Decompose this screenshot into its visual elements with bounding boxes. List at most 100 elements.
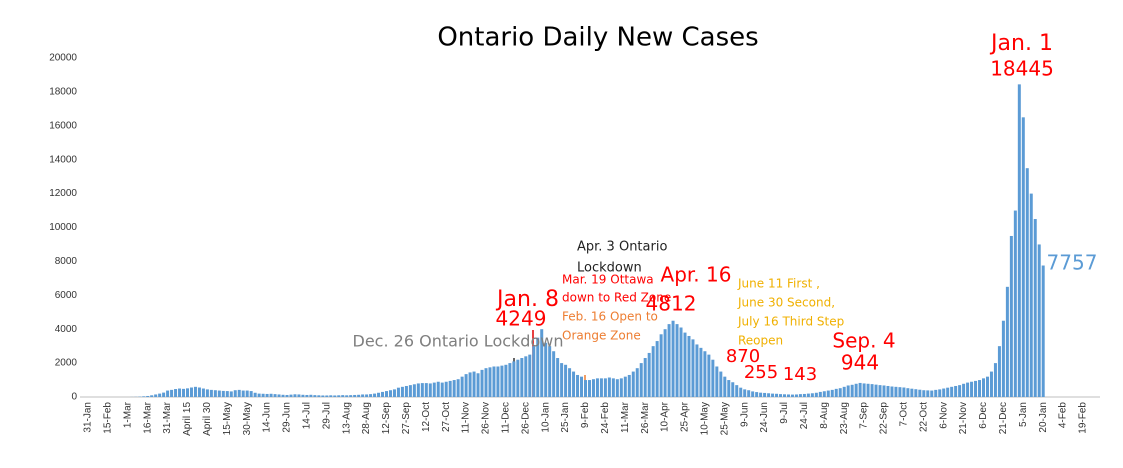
bar xyxy=(500,365,504,397)
x-tick-label: 19-Feb xyxy=(1078,402,1089,434)
x-tick-label: 31-Mar xyxy=(162,401,173,433)
bar xyxy=(377,392,381,397)
x-tick-label: 9-Jun xyxy=(739,402,750,427)
bar xyxy=(317,395,321,397)
bar xyxy=(850,384,854,397)
x-tick-label: 22-Oct xyxy=(918,402,929,432)
bar xyxy=(249,391,253,397)
x-tick-label: 24-Jun xyxy=(759,402,770,433)
bar xyxy=(484,368,488,397)
bar xyxy=(647,352,651,397)
x-tick-label: 6-Nov xyxy=(938,402,949,429)
bar xyxy=(890,386,894,397)
bar xyxy=(178,388,182,397)
bar xyxy=(241,390,245,397)
x-tick-label: April 15 xyxy=(182,402,193,436)
bar xyxy=(997,346,1001,397)
annotation: 4812 xyxy=(646,292,697,316)
bar xyxy=(966,382,970,397)
x-tick-label: 26-Dec xyxy=(520,402,531,434)
x-tick-label: 15-Feb xyxy=(103,402,114,434)
x-tick-label: 14-Jul xyxy=(302,402,313,429)
bar xyxy=(536,337,540,397)
bar xyxy=(186,388,189,397)
x-tick-label: April 30 xyxy=(202,402,213,436)
bar xyxy=(468,372,472,397)
bar xyxy=(162,392,166,397)
bar xyxy=(794,394,798,397)
x-tick-label: 12-Sep xyxy=(381,402,392,435)
bar xyxy=(548,346,552,397)
bar xyxy=(723,376,727,397)
bar xyxy=(755,392,759,397)
bar xyxy=(918,389,922,397)
annotation: 4249 xyxy=(496,307,547,331)
x-tick-label: 24-Jul xyxy=(799,402,810,429)
y-tick-label: 14000 xyxy=(49,154,77,165)
bar xyxy=(715,366,719,397)
bar xyxy=(404,385,408,397)
bar xyxy=(345,395,349,397)
y-tick-label: 2000 xyxy=(55,358,78,369)
y-tick-label: 0 xyxy=(71,392,77,403)
annotation: down to Red Zone xyxy=(562,291,671,305)
annotation: Jan. 1 xyxy=(989,31,1053,56)
x-tick-label: 30-May xyxy=(242,402,253,435)
bar xyxy=(544,342,548,397)
bar xyxy=(516,359,520,397)
bar xyxy=(504,364,508,397)
bar xyxy=(942,388,946,397)
bar xyxy=(798,394,802,397)
y-tick-label: 4000 xyxy=(55,324,78,335)
bar xyxy=(480,369,484,397)
bar xyxy=(524,356,528,397)
bar xyxy=(886,385,890,397)
bar xyxy=(667,324,671,397)
x-tick-label: 31-Jan xyxy=(83,402,94,433)
bar xyxy=(695,344,699,397)
bar xyxy=(747,390,751,397)
bar xyxy=(675,324,679,397)
bar xyxy=(464,374,468,397)
bar xyxy=(353,394,357,397)
bar xyxy=(759,392,763,397)
bar xyxy=(591,379,595,397)
bar xyxy=(329,395,333,397)
y-tick-label: 6000 xyxy=(55,290,78,301)
bar xyxy=(993,363,997,397)
bar xyxy=(771,393,775,397)
bar xyxy=(158,393,162,397)
bar xyxy=(408,385,412,397)
bar xyxy=(623,376,627,397)
x-tick-label: 26-Nov xyxy=(481,402,492,434)
x-tick-label: 5-Jan xyxy=(1018,402,1029,427)
bar xyxy=(512,361,516,397)
annotation: 7757 xyxy=(1047,251,1098,275)
bar xyxy=(460,376,464,397)
bar xyxy=(540,329,544,397)
bar xyxy=(1021,117,1025,397)
bar xyxy=(854,383,858,397)
bar xyxy=(576,374,580,397)
bar xyxy=(902,387,906,397)
bar xyxy=(790,394,794,397)
y-tick-label: 16000 xyxy=(49,120,77,131)
x-tick-label: 11-Mar xyxy=(620,401,631,433)
bar xyxy=(635,368,639,397)
bar xyxy=(237,389,241,397)
bar xyxy=(603,378,607,397)
bar xyxy=(962,383,966,397)
bar xyxy=(930,390,934,397)
bar xyxy=(830,389,834,397)
bar xyxy=(146,395,150,397)
bar xyxy=(631,371,635,397)
bar xyxy=(731,382,735,397)
x-tick-label: 29-Jul xyxy=(321,402,332,429)
bar xyxy=(349,395,353,397)
bar xyxy=(440,382,444,397)
x-tick-label: 14-Jun xyxy=(262,402,273,433)
bar xyxy=(150,395,154,397)
annotation: Apr. 16 xyxy=(661,263,732,287)
x-tick-label: 10-May xyxy=(700,402,711,435)
bar xyxy=(556,358,560,397)
